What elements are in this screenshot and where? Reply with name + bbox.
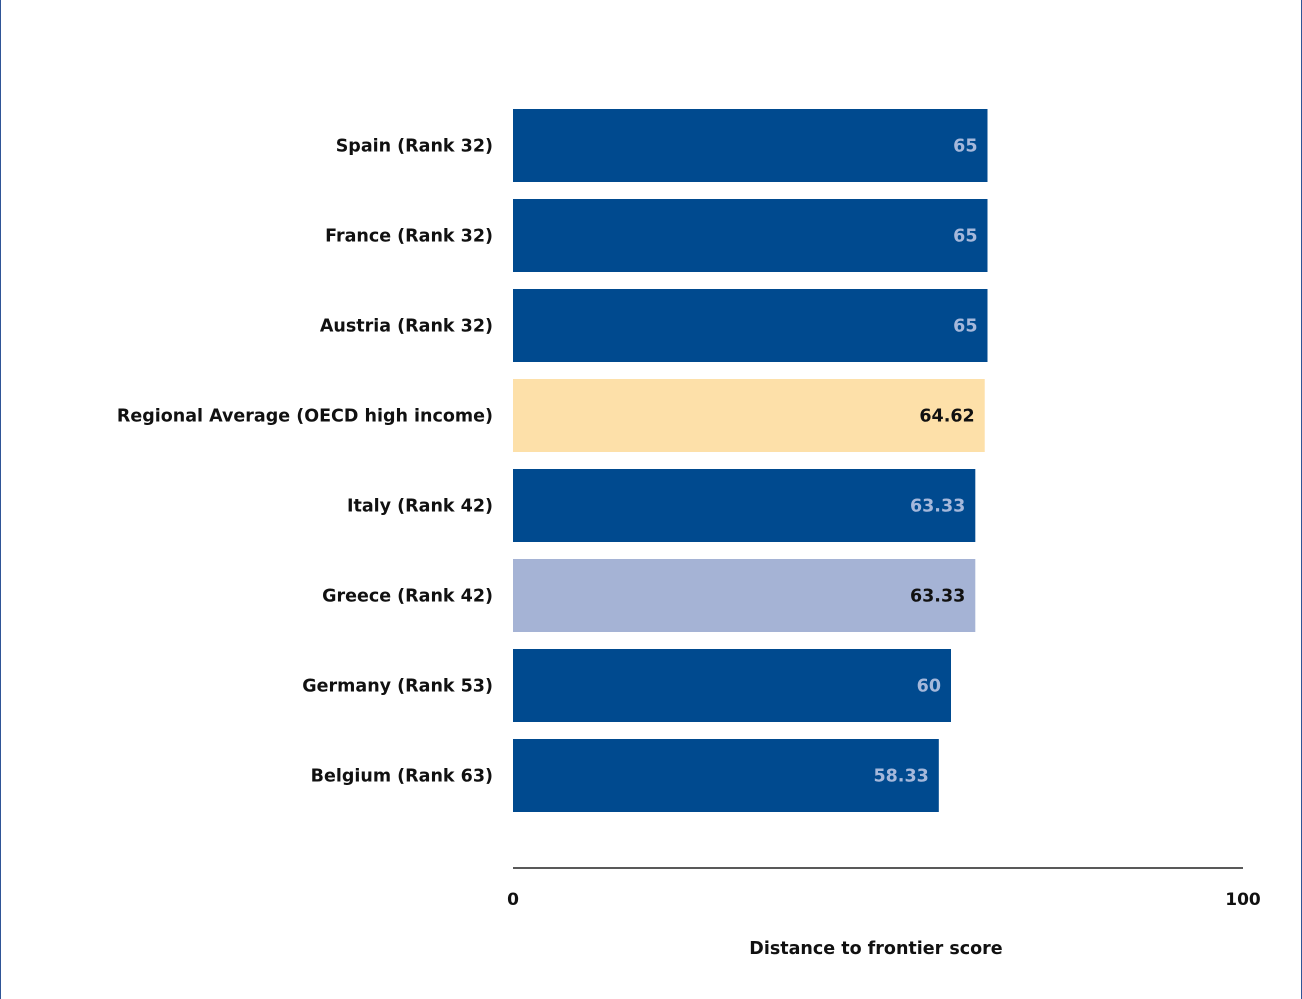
bar-5 bbox=[513, 559, 976, 632]
value-label-0: 65 bbox=[953, 137, 977, 157]
bar-1 bbox=[513, 199, 988, 272]
value-label-1: 65 bbox=[953, 227, 977, 247]
category-label-1: France (Rank 32) bbox=[325, 227, 493, 247]
value-label-4: 63.33 bbox=[910, 497, 965, 517]
category-label-3: Regional Average (OECD high income) bbox=[117, 407, 493, 427]
bar-2 bbox=[513, 289, 988, 362]
bars-group: Spain (Rank 32) 65 France (Rank 32) 65 Austr… bbox=[117, 109, 988, 812]
value-label-5: 63.33 bbox=[910, 587, 965, 607]
category-label-4: Italy (Rank 42) bbox=[347, 497, 493, 517]
category-label-7: Belgium (Rank 63) bbox=[311, 767, 493, 787]
x-tick-label-100: 100 bbox=[1225, 890, 1261, 910]
category-label-0: Spain (Rank 32) bbox=[336, 137, 493, 157]
x-tick-label-0: 0 bbox=[507, 890, 519, 910]
x-axis-title: Distance to frontier score bbox=[749, 939, 1003, 959]
value-label-7: 58.33 bbox=[873, 767, 928, 787]
category-label-2: Austria (Rank 32) bbox=[320, 317, 493, 337]
category-label-5: Greece (Rank 42) bbox=[322, 587, 493, 607]
bar-0 bbox=[513, 109, 988, 182]
value-label-2: 65 bbox=[953, 317, 977, 337]
bar-3 bbox=[513, 379, 985, 452]
bar-7 bbox=[513, 739, 939, 812]
bar-4 bbox=[513, 469, 976, 542]
value-label-3: 64.62 bbox=[919, 407, 974, 427]
value-label-6: 60 bbox=[917, 677, 941, 697]
bar-6 bbox=[513, 649, 951, 722]
category-label-6: Germany (Rank 53) bbox=[302, 677, 493, 697]
